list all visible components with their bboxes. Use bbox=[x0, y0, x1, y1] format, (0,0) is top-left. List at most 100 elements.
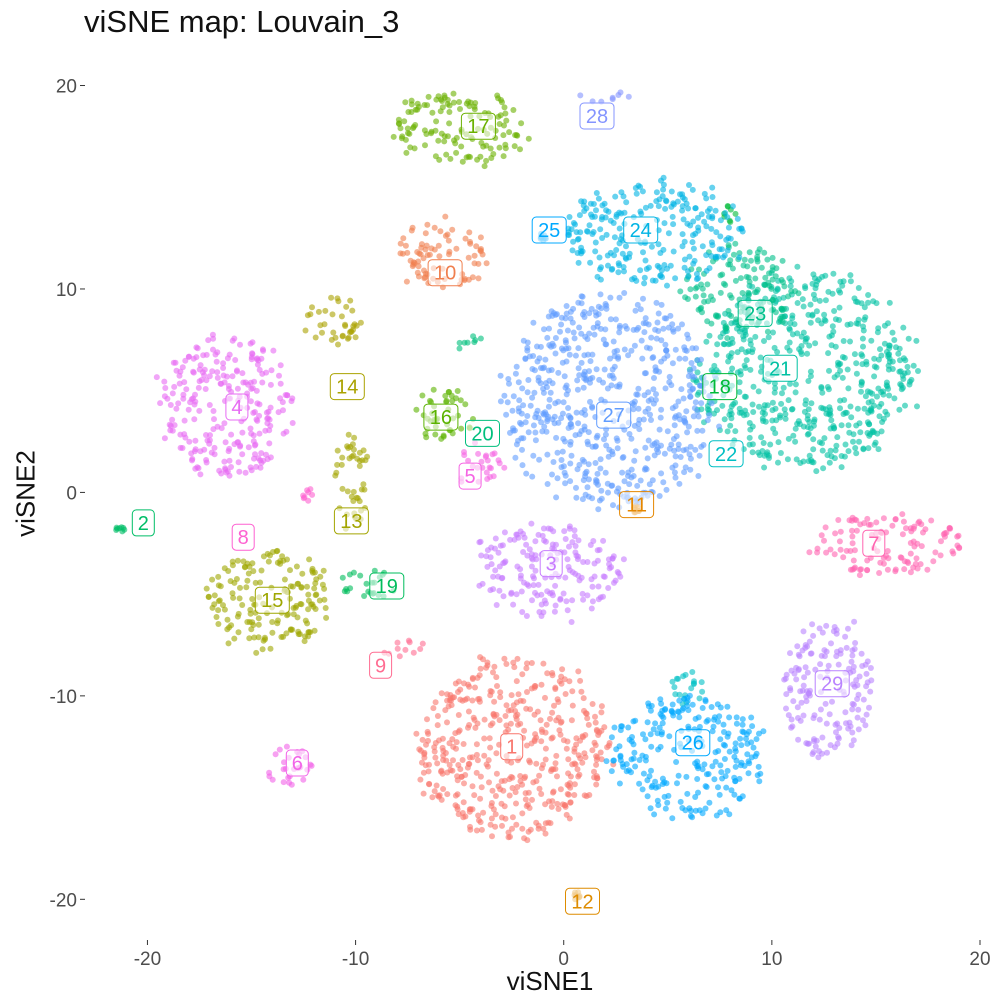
cluster-label-8: 8 bbox=[231, 523, 255, 551]
cluster-label-text: 10 bbox=[434, 263, 456, 285]
y-axis-label: viSNE2 bbox=[10, 450, 41, 537]
cluster-label-26: 26 bbox=[675, 729, 711, 757]
cluster-label-text: 7 bbox=[868, 533, 879, 555]
cluster-label-4: 4 bbox=[225, 393, 249, 421]
cluster-label-text: 17 bbox=[467, 116, 489, 138]
cluster-label-20: 20 bbox=[465, 419, 500, 447]
cluster-label-box bbox=[465, 419, 500, 447]
cluster-label-box bbox=[225, 393, 249, 421]
cluster-label-14: 14 bbox=[329, 373, 365, 401]
cluster-label-16: 16 bbox=[423, 403, 459, 431]
cluster-label-text: 25 bbox=[538, 220, 560, 242]
cluster-15-points bbox=[203, 547, 330, 656]
cluster-label-box bbox=[231, 523, 255, 551]
cluster-label-text: 22 bbox=[715, 444, 737, 466]
x-axis-label: viSNE1 bbox=[506, 966, 594, 996]
cluster-label-text: 18 bbox=[709, 377, 731, 399]
cluster-label-10: 10 bbox=[427, 259, 463, 287]
cluster-label-3: 3 bbox=[539, 550, 563, 578]
cluster-label-box bbox=[623, 216, 659, 244]
cluster-label-11: 11 bbox=[619, 491, 655, 519]
y-tick-label: 10 bbox=[56, 280, 77, 301]
cluster-label-box bbox=[423, 403, 459, 431]
chart-title: viSNE map: Louvain_3 bbox=[84, 4, 400, 39]
cluster-label-box bbox=[539, 550, 563, 578]
cluster-label-box bbox=[531, 216, 567, 244]
cluster-label-box bbox=[427, 259, 463, 287]
cluster-label-text: 2 bbox=[138, 513, 149, 535]
y-tick-label: 20 bbox=[56, 77, 77, 98]
cluster-label-box bbox=[862, 529, 886, 557]
cluster-label-2: 2 bbox=[131, 509, 155, 537]
cluster-label-text: 20 bbox=[471, 423, 493, 445]
x-tick-label: 10 bbox=[761, 949, 782, 970]
y-tick-label: -20 bbox=[50, 890, 77, 911]
cluster-14-points bbox=[302, 294, 364, 348]
cluster-label-19: 19 bbox=[369, 572, 405, 600]
cluster-24-points bbox=[565, 174, 746, 289]
cluster-20-points bbox=[456, 333, 484, 352]
cluster-label-box bbox=[814, 670, 850, 698]
cluster-label-text: 6 bbox=[292, 753, 303, 775]
cluster-label-box bbox=[131, 509, 155, 537]
cluster-8-points bbox=[300, 486, 316, 504]
cluster-label-7: 7 bbox=[862, 529, 886, 557]
cluster-27-points bbox=[497, 290, 723, 513]
cluster-29-points bbox=[781, 618, 875, 761]
cluster-label-text: 3 bbox=[546, 554, 557, 576]
cluster-label-text: 28 bbox=[586, 106, 608, 128]
x-tick-label: 20 bbox=[969, 949, 990, 970]
cluster-label-box bbox=[285, 749, 309, 777]
cluster-label-box bbox=[369, 572, 405, 600]
x-tick-label: -20 bbox=[134, 949, 161, 970]
cluster-label-21: 21 bbox=[762, 354, 798, 382]
cluster-label-text: 15 bbox=[261, 590, 283, 612]
cluster-label-text: 5 bbox=[465, 466, 476, 488]
cluster-label-box bbox=[596, 401, 632, 429]
cluster-label-18: 18 bbox=[702, 373, 738, 401]
cluster-label-24: 24 bbox=[623, 216, 659, 244]
cluster-label-box bbox=[254, 586, 290, 614]
cluster-label-box bbox=[675, 729, 711, 757]
cluster-label-box bbox=[333, 507, 369, 535]
cluster-label-17: 17 bbox=[460, 112, 496, 140]
cluster-label-text: 8 bbox=[238, 527, 249, 549]
cluster-label-text: 29 bbox=[821, 674, 843, 696]
cluster-label-5: 5 bbox=[458, 462, 482, 490]
cluster-label-text: 9 bbox=[375, 655, 386, 677]
cluster-label-text: 4 bbox=[231, 397, 242, 419]
cluster-label-1: 1 bbox=[500, 733, 524, 761]
cluster-4-points bbox=[153, 331, 296, 479]
cluster-label-15: 15 bbox=[254, 586, 290, 614]
cluster-label-box bbox=[460, 112, 496, 140]
cluster-label-box bbox=[702, 373, 738, 401]
cluster-label-box bbox=[500, 733, 524, 761]
cluster-labels-layer: 1234567891011121314151617181920212223242… bbox=[131, 102, 886, 915]
cluster-label-text: 23 bbox=[744, 303, 766, 325]
x-tick-label: 0 bbox=[558, 949, 569, 970]
y-tick-label: -10 bbox=[50, 687, 77, 708]
cluster-label-box bbox=[708, 440, 744, 468]
cluster-label-box bbox=[737, 299, 773, 327]
cluster-label-27: 27 bbox=[596, 401, 632, 429]
cluster-label-text: 21 bbox=[769, 358, 791, 380]
cluster-label-text: 1 bbox=[506, 737, 517, 759]
cluster-label-text: 16 bbox=[430, 407, 452, 429]
cluster-label-box bbox=[369, 651, 393, 679]
cluster-label-text: 12 bbox=[571, 891, 593, 913]
cluster-28-points bbox=[577, 89, 632, 105]
cluster-label-box bbox=[458, 462, 482, 490]
cluster-label-text: 19 bbox=[376, 576, 398, 598]
x-tick-label: -10 bbox=[342, 949, 369, 970]
y-tick-label: 0 bbox=[66, 483, 77, 504]
cluster-label-23: 23 bbox=[737, 299, 773, 327]
cluster-label-29: 29 bbox=[814, 670, 850, 698]
cluster-label-text: 14 bbox=[336, 377, 358, 399]
cluster-label-text: 27 bbox=[603, 405, 625, 427]
cluster-label-box bbox=[579, 102, 615, 130]
cluster-label-28: 28 bbox=[579, 102, 615, 130]
cluster-label-text: 26 bbox=[682, 733, 704, 755]
cluster-label-text: 13 bbox=[340, 511, 362, 533]
cluster-label-box bbox=[762, 354, 798, 382]
